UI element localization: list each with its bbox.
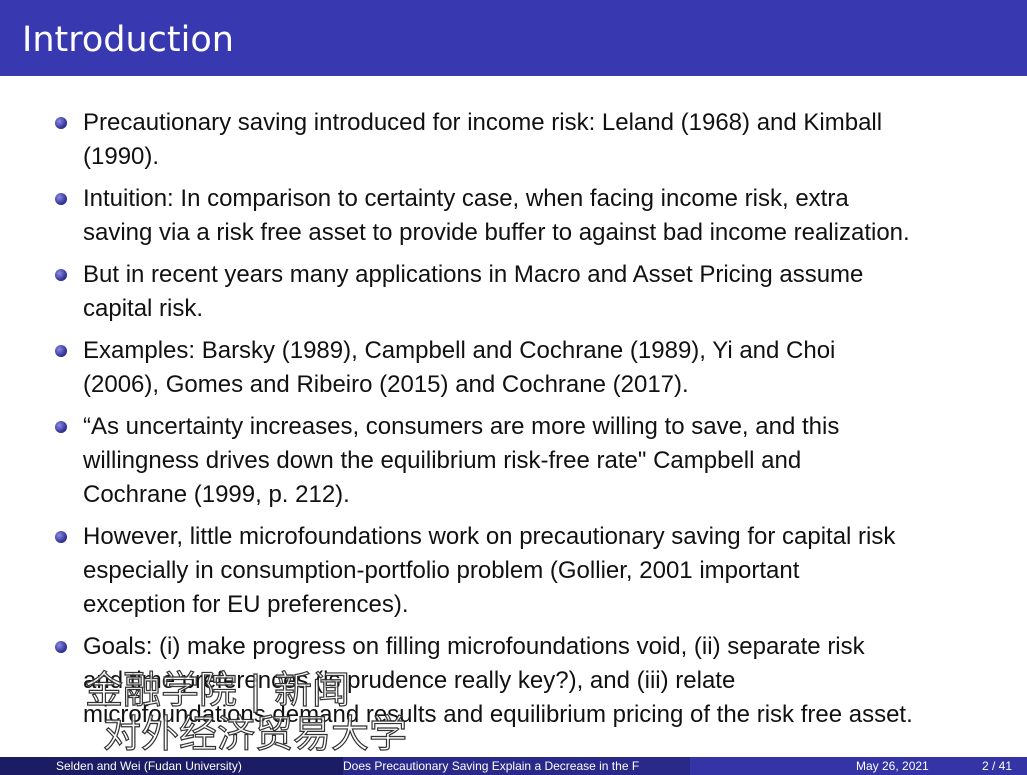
bullet-item: Precautionary saving introduced for inco…: [0, 106, 1027, 174]
bullet-line: especially in consumption-portfolio prob…: [83, 557, 800, 584]
header-bar: Introduction: [0, 0, 1027, 76]
bullet-line: willingness drives down the equilibrium …: [83, 447, 802, 474]
bullet-line: and time preferences (is prudence really…: [83, 667, 736, 694]
bullet-item: Goals: (i) make progress on filling micr…: [0, 630, 1027, 732]
bullet-item: “As uncertainty increases, consumers are…: [0, 410, 1027, 512]
bullet-line: Precautionary saving introduced for inco…: [83, 109, 883, 136]
bullet-ball: [55, 117, 67, 129]
watermark-line: 金融学院 | 新闻: [84, 667, 350, 712]
bullet-line: Goals: (i) make progress on filling micr…: [83, 633, 865, 660]
footer-page: 2 / 41: [982, 759, 1013, 773]
watermark: 金融学院 | 新闻 对外经济贸易大学: [84, 667, 408, 756]
bullet-line: (2006), Gomes and Ribeiro (2015) and Coc…: [83, 371, 689, 398]
bullet-line: “As uncertainty increases, consumers are…: [83, 413, 840, 440]
footer: Selden and Wei (Fudan University) Does P…: [0, 757, 1027, 775]
bullet-line: microfoundations demand results and equi…: [83, 701, 913, 728]
bullet-ball: [55, 421, 67, 433]
bullet-ball: [55, 269, 67, 281]
bullet-item: However, little microfoundations work on…: [0, 520, 1027, 622]
footer-date: May 26, 2021: [856, 759, 929, 773]
bullet-line: Examples: Barsky (1989), Campbell and Co…: [83, 337, 836, 364]
bullet-item: Intuition: In comparison to certainty ca…: [0, 182, 1027, 250]
slide-title: Introduction: [22, 20, 234, 60]
bullet-ball: [55, 531, 67, 543]
bullet-line: But in recent years many applications in…: [83, 261, 864, 288]
bullet-ball: [55, 345, 67, 357]
bullet-line: However, little microfoundations work on…: [83, 523, 896, 550]
bullet-item: But in recent years many applications in…: [0, 258, 1027, 326]
bullet-line: exception for EU preferences).: [83, 591, 409, 618]
bullet-line: saving via a risk free asset to provide …: [83, 219, 910, 246]
bullet-line: capital risk.: [83, 295, 204, 322]
footer-date-box: May 26, 2021 2 / 41: [690, 757, 1027, 775]
bullet-line: (1990).: [83, 143, 160, 170]
bullet-ball: [55, 193, 67, 205]
bullet-list: Precautionary saving introduced for inco…: [0, 106, 1027, 740]
bullet-ball: [55, 641, 67, 653]
footer-title: Does Precautionary Saving Explain a Decr…: [343, 759, 640, 773]
bullet-item: Examples: Barsky (1989), Campbell and Co…: [0, 334, 1027, 402]
watermark-line: 对外经济贸易大学: [102, 711, 408, 756]
bullet-line: Cochrane (1999, p. 212).: [83, 481, 350, 508]
footer-title-box: Does Precautionary Saving Explain a Decr…: [343, 757, 690, 775]
bullet-line: Intuition: In comparison to certainty ca…: [83, 185, 849, 212]
footer-author: Selden and Wei (Fudan University): [56, 759, 242, 773]
footer-author-box: Selden and Wei (Fudan University): [0, 757, 343, 775]
